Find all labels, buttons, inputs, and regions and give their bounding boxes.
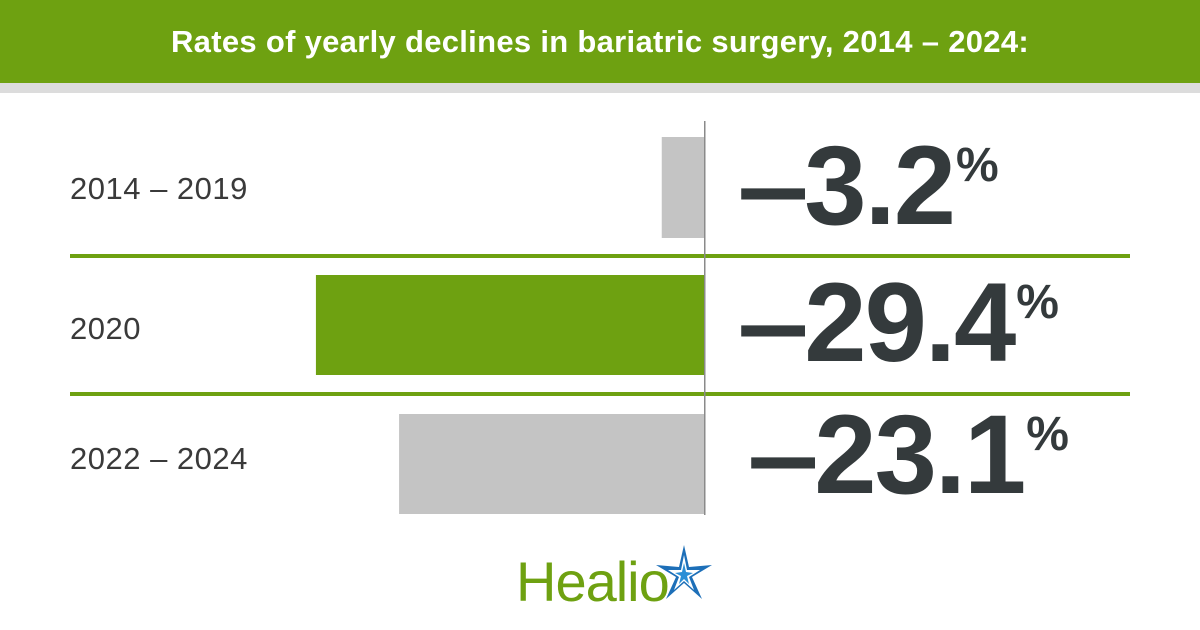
- header-divider: [0, 83, 1200, 93]
- bar-2: [399, 414, 704, 514]
- value-label-1: –29.4%: [737, 260, 1059, 385]
- bar-chart: 2014 – 2019 2020 2022 – 2024 –3.2% –29.4…: [0, 93, 1200, 630]
- zero-axis-line: [704, 121, 706, 515]
- value-label-2: –23.1%: [747, 392, 1069, 517]
- value-sign: –: [747, 392, 819, 517]
- category-label-2: 2022 – 2024: [70, 441, 248, 476]
- chart-canvas: [70, 121, 1130, 515]
- logo-text: Healio: [516, 550, 670, 613]
- header-bar: Rates of yearly declines in bariatric su…: [0, 0, 1200, 83]
- healio-logo: Healio: [516, 543, 716, 613]
- bar-0: [661, 137, 704, 238]
- value-number: 3.2: [804, 123, 956, 248]
- value-sign: –: [737, 123, 809, 248]
- star-icon: [656, 545, 712, 599]
- category-label-1: 2020: [70, 311, 141, 346]
- category-label-0: 2014 – 2019: [70, 171, 248, 206]
- row-separator-0: [70, 254, 1130, 258]
- value-number: 23.1: [814, 392, 1026, 517]
- value-unit: %: [1016, 276, 1059, 329]
- value-label-0: –3.2%: [737, 123, 999, 248]
- value-unit: %: [1026, 408, 1069, 461]
- bar-1: [315, 275, 704, 375]
- value-unit: %: [956, 139, 999, 192]
- value-number: 29.4: [804, 260, 1016, 385]
- value-sign: –: [737, 260, 809, 385]
- chart-title: Rates of yearly declines in bariatric su…: [170, 24, 1029, 59]
- row-separator-1: [70, 392, 1130, 396]
